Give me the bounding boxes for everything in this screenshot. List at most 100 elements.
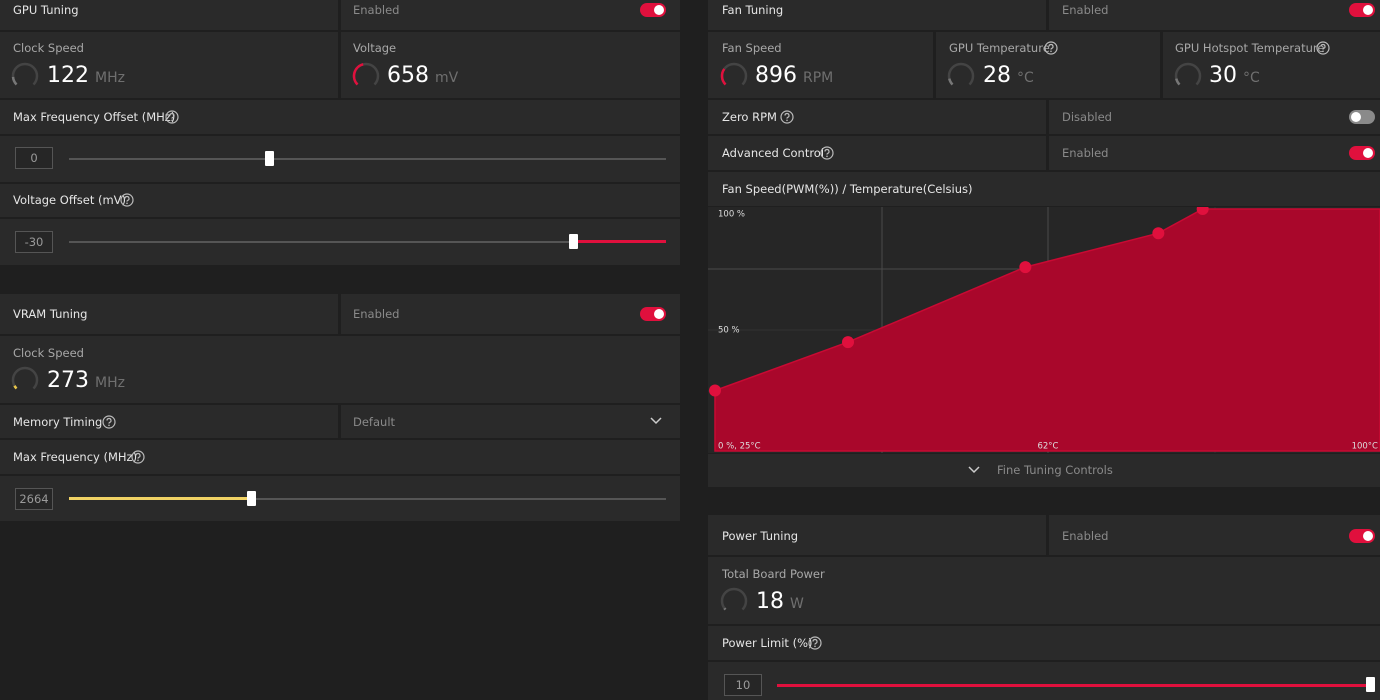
toggle[interactable] [640, 3, 666, 17]
toggle[interactable] [1349, 3, 1375, 17]
tile: Clock Speed 122 MHz [0, 32, 338, 98]
gauge-track [720, 62, 748, 86]
label: Fan Speed [722, 41, 782, 55]
chevron [650, 417, 662, 425]
help-mark [124, 195, 130, 202]
chart-title: Fan Speed(PWM(%)) / Temperature(Celsius) [722, 182, 973, 196]
gauge-arc [723, 607, 727, 611]
slider-row: 0 [0, 136, 680, 182]
gauge [720, 587, 748, 611]
help-ring [808, 636, 822, 650]
curve-point[interactable] [709, 384, 721, 397]
status: Enabled [1062, 3, 1109, 17]
gauge [352, 62, 380, 86]
gauge-arc [11, 76, 18, 86]
label: Voltage [353, 41, 397, 55]
label: Voltage Offset (mV) [13, 193, 127, 207]
help-icon[interactable] [780, 110, 794, 124]
row: Advanced Control [708, 136, 1046, 170]
row: Max Frequency (MHz) [0, 440, 680, 474]
label: Clock Speed [13, 41, 84, 55]
slider-track [69, 241, 666, 243]
slider-fill [777, 684, 1370, 687]
toggle[interactable] [640, 307, 666, 321]
help-dot [126, 202, 128, 205]
value-box[interactable]: 10 [724, 674, 762, 696]
tile: Total Board Power 18 W [708, 557, 1380, 624]
help-icon[interactable] [1316, 41, 1330, 55]
slider-thumb[interactable] [569, 234, 578, 249]
help-icon[interactable] [1044, 41, 1058, 55]
vram-status: Enabled [341, 294, 680, 334]
slider-track [69, 498, 666, 500]
expander-label: Fine Tuning Controls [997, 463, 1113, 477]
curve-point[interactable] [1019, 261, 1032, 274]
help-mark [169, 112, 175, 119]
toggle[interactable] [1349, 146, 1375, 160]
row: Enabled [1049, 136, 1380, 170]
gauge [11, 366, 39, 390]
power-status: Enabled [1049, 515, 1380, 555]
value-box[interactable]: 2664 [15, 488, 53, 510]
gauge-arc [13, 385, 18, 390]
help-ring [780, 110, 794, 124]
gauge-track [1174, 62, 1202, 86]
curve-point[interactable] [842, 336, 854, 349]
label: Clock Speed [13, 346, 84, 360]
axis-label: 0 %, 25°C [718, 442, 761, 452]
expander[interactable]: Fine Tuning Controls [708, 454, 1380, 487]
row: Fan Speed(PWM(%)) / Temperature(Celsius) [708, 172, 1380, 206]
section-title: GPU Tuning [13, 3, 79, 17]
gauge-arc [352, 63, 364, 86]
unit: mV [435, 70, 459, 86]
row: Power Limit (%) [708, 626, 1380, 660]
value: 28 [983, 63, 1011, 88]
slider-row: 2664 [0, 476, 680, 521]
status: Enabled [1062, 529, 1109, 543]
unit: °C [1243, 70, 1260, 86]
slider-row: 10 [708, 662, 1380, 700]
help-icon[interactable] [102, 415, 116, 429]
gauge-track [720, 587, 748, 611]
slider-thumb[interactable] [247, 491, 256, 506]
label: GPU Hotspot Temperature [1175, 41, 1325, 55]
help-icon[interactable] [120, 193, 134, 207]
help-dot [814, 645, 816, 648]
slider-row: -30 [0, 219, 680, 265]
dropdown[interactable]: Default [341, 405, 680, 438]
row: Disabled [1049, 100, 1380, 134]
slider-thumb[interactable] [1366, 677, 1375, 692]
label: Memory Timing [13, 415, 103, 429]
help-mark [106, 417, 112, 424]
value-box[interactable]: 0 [15, 147, 53, 169]
axis-label: 62°C [1037, 442, 1058, 452]
gpu-tuning-status: Enabled [341, 0, 680, 30]
fan-curve-chart[interactable]: 100 % 50 % 0 %, 25°C 62°C 100°C [708, 207, 1380, 453]
help-dot [137, 459, 139, 462]
status: Enabled [1062, 146, 1109, 160]
value-box[interactable]: -30 [15, 231, 53, 253]
help-mark [824, 148, 830, 155]
axis-label: 100°C [1352, 442, 1378, 452]
toggle[interactable] [1349, 529, 1375, 543]
label: Advanced Control [722, 146, 825, 160]
label: Power Limit (%) [722, 636, 813, 650]
value: 30 [1209, 63, 1237, 88]
toggle[interactable] [1349, 110, 1375, 124]
chevron [968, 466, 980, 474]
help-dot [171, 119, 173, 122]
unit: MHz [95, 70, 125, 86]
curve-point[interactable] [1152, 227, 1165, 240]
gauge-track [11, 366, 39, 390]
tile: Clock Speed 273 MHz [0, 336, 680, 403]
axis-label: 100 % [718, 210, 745, 220]
curve-point[interactable] [1196, 207, 1209, 215]
slider-thumb[interactable] [265, 151, 274, 166]
help-icon[interactable] [165, 110, 179, 124]
help-mark [812, 638, 818, 645]
help-icon[interactable] [131, 450, 145, 464]
help-dot [826, 155, 828, 158]
help-dot [108, 424, 110, 427]
help-icon[interactable] [820, 146, 834, 160]
help-icon[interactable] [808, 636, 822, 650]
